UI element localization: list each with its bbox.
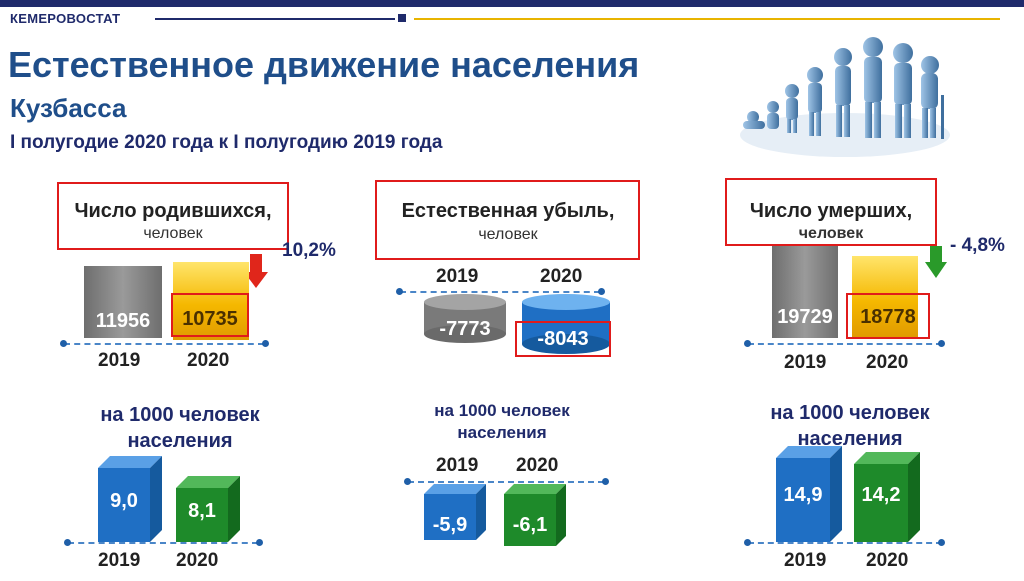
deaths-per1000-label: на 1000 человек населения [750, 400, 950, 452]
per1000-line1: на 1000 человек [100, 404, 260, 426]
deaths-per1000-year-2019: 2019 [784, 550, 827, 571]
deaths-change: - 4,8% [950, 235, 1005, 256]
decrease-title-box [375, 180, 640, 260]
decrease-value-2019: -7773 [439, 318, 491, 340]
deaths-value-2019: 19729 [777, 306, 833, 328]
decrease-per1000-cube-2019 [424, 484, 486, 540]
births-per1000-year-2020: 2020 [176, 550, 219, 571]
decrease-per1000-year-2020: 2020 [516, 455, 559, 476]
deaths-per1000-cube-2019 [776, 446, 842, 542]
header-rule-square [398, 14, 406, 22]
births-year-2019: 2019 [98, 350, 141, 371]
decrease-value-2020-box [515, 321, 611, 357]
human-growth-silhouettes-icon [740, 37, 950, 157]
deaths-year-2019: 2019 [784, 352, 827, 373]
axis-dot [256, 539, 263, 546]
period-label: I полугодие 2020 года к I полугодию 2019… [10, 132, 443, 153]
deaths-bar-2019 [772, 246, 838, 338]
deaths-title: Число умерших, [749, 200, 913, 222]
deaths-per1000-cube-2020 [854, 452, 920, 542]
deaths-per1000-year-2020: 2020 [866, 550, 909, 571]
deaths-per1000-value-2019: 14,9 [783, 484, 823, 506]
births-per1000-cube-2019 [98, 456, 162, 542]
axis-dot [404, 478, 411, 485]
deaths-value-2020: 18778 [860, 306, 916, 328]
births-bar-2020 [173, 262, 249, 340]
decrease-per1000-cube-2020 [504, 484, 566, 546]
axis-dot [938, 340, 945, 347]
axis-dot [396, 288, 403, 295]
births-per1000-cube-2020 [176, 476, 240, 542]
page-subtitle: Кузбасса [10, 93, 127, 123]
births-per1000-value-2019: 9,0 [110, 490, 138, 512]
births-unit: человек [143, 225, 203, 242]
axis-dot [744, 539, 751, 546]
births-title-box [57, 182, 289, 250]
births-bar-2019 [84, 266, 162, 338]
decrease-per1000-year-2019: 2019 [436, 455, 479, 476]
deaths-year-2020: 2020 [866, 352, 909, 373]
decrease-per1000-label: на 1000 человек населения [402, 400, 602, 444]
top-bar [0, 0, 1024, 7]
decrease-per1000-value-2019: -5,9 [432, 514, 468, 536]
decrease-cylinder-2019 [424, 294, 506, 343]
decrease-year-2020: 2020 [540, 266, 583, 287]
births-year-2020: 2020 [187, 350, 230, 371]
decrease-per1000-value-2020: -6,1 [512, 514, 548, 536]
deaths-value-2020-box [846, 293, 930, 339]
deaths-axis [748, 343, 942, 345]
deaths-title-box [725, 178, 937, 246]
decrease-cylinder-2020 [522, 294, 610, 354]
axis-dot [938, 539, 945, 546]
births-value-2020-box [171, 293, 249, 337]
arrow-down-red-icon [244, 254, 268, 288]
births-per1000-label: на 1000 человек населения [80, 402, 280, 454]
axis-dot [64, 539, 71, 546]
births-value-2020: 10735 [182, 308, 238, 330]
births-value-2019: 11956 [95, 310, 151, 332]
decrease-axis [400, 291, 600, 293]
births-per1000-axis [68, 542, 258, 544]
axis-dot [602, 478, 609, 485]
brand-label: КЕМЕРОВОСТАТ [10, 11, 121, 26]
decrease-value-2020: -8043 [537, 328, 589, 350]
births-title: Число родившихся, [74, 200, 272, 222]
axis-dot [744, 340, 751, 347]
axis-dot [262, 340, 269, 347]
births-per1000-year-2019: 2019 [98, 550, 141, 571]
decrease-unit: человек [478, 226, 538, 243]
per1000-line2: населения [127, 430, 233, 452]
per1000-line1: на 1000 человек [770, 402, 930, 424]
deaths-per1000-value-2020: 14,2 [861, 484, 901, 506]
axis-dot [598, 288, 605, 295]
decrease-per1000-axis [408, 481, 604, 483]
per1000-line2: населения [797, 428, 903, 450]
header-rule-gold [414, 18, 1000, 20]
deaths-bar-2020 [852, 256, 918, 338]
decrease-title: Естественная убыль, [401, 200, 615, 222]
header-rule-dark [155, 18, 395, 20]
deaths-per1000-axis [748, 542, 942, 544]
arrow-down-green-icon [925, 246, 947, 278]
decrease-year-2019: 2019 [436, 266, 479, 287]
births-per1000-value-2020: 8,1 [188, 500, 216, 522]
axis-dot [60, 340, 67, 347]
page-title: Естественное движение населения [8, 44, 640, 85]
per1000-line1: на 1000 человек [434, 401, 570, 420]
deaths-unit: человек [798, 225, 864, 242]
births-change: 10,2% [282, 240, 336, 261]
per1000-line2: населения [457, 423, 547, 442]
births-axis [64, 343, 264, 345]
